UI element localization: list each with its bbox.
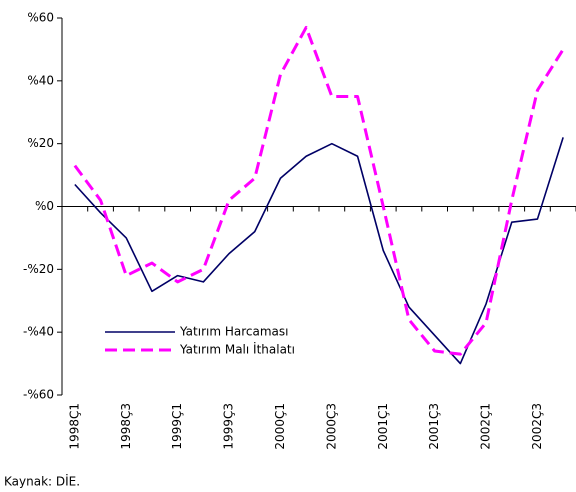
x-tick-label: 2002Ç3 [530, 403, 544, 450]
x-tick-label: 2000Ç3 [324, 403, 338, 450]
x-tick-label: 2001Ç1 [376, 403, 390, 450]
x-tick-label: 2000Ç1 [273, 403, 287, 450]
y-tick-label: %0 [35, 199, 54, 213]
y-tick-label: %60 [27, 11, 54, 25]
x-tick-label: 2001Ç3 [427, 403, 441, 450]
legend-label: Yatırım Harcaması [179, 325, 288, 339]
series-line [73, 25, 565, 356]
y-tick-label: %40 [27, 73, 54, 87]
x-tick-label: 1998Ç3 [119, 403, 133, 450]
x-tick-label: 1998Ç1 [67, 403, 81, 450]
series-line [74, 137, 564, 365]
x-tick-label: 2002Ç1 [479, 403, 493, 450]
source-note: Kaynak: DİE. [4, 474, 80, 489]
x-tick-label: 1999Ç1 [170, 403, 184, 450]
legend-label: Yatırım Malı İthalatı [179, 342, 295, 357]
y-tick-label: %20 [27, 136, 54, 150]
x-tick-label: 1999Ç3 [222, 403, 236, 450]
y-tick-label: -%40 [23, 325, 54, 339]
y-tick-label: -%20 [23, 262, 54, 276]
y-tick-label: -%60 [23, 388, 54, 402]
